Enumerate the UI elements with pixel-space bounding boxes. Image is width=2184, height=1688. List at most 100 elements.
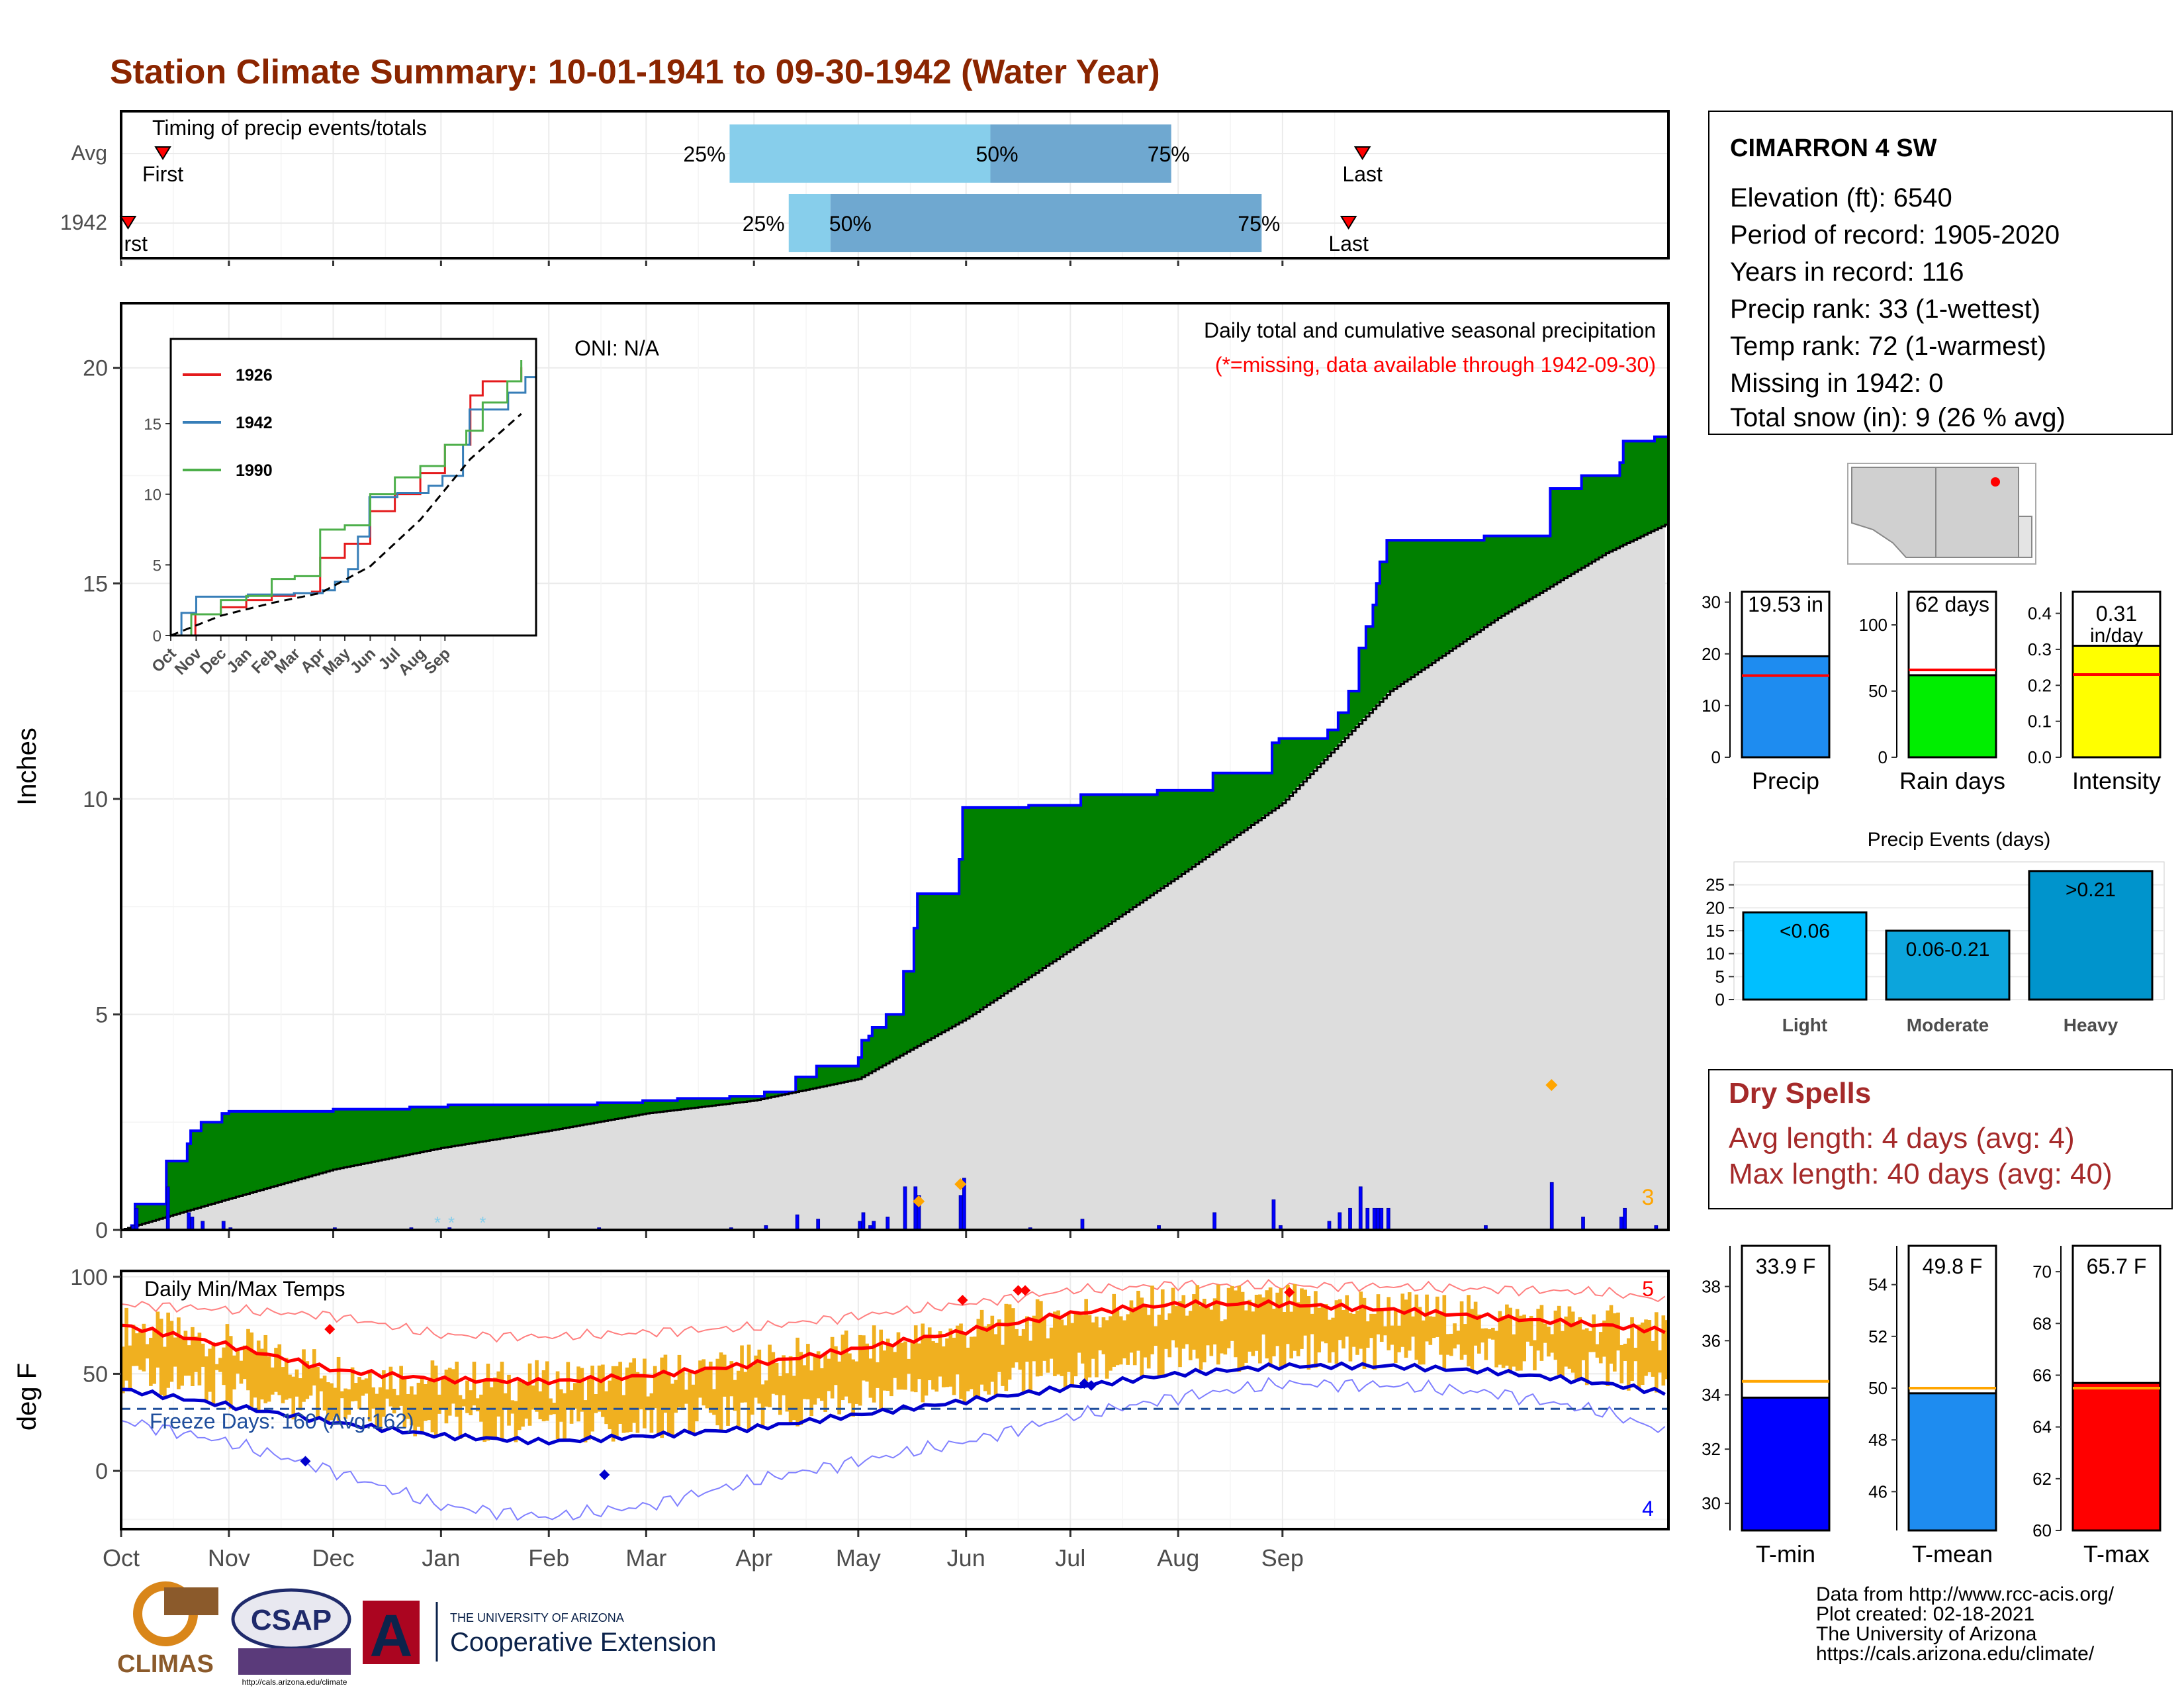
daily-temp-bar bbox=[1515, 1309, 1520, 1371]
above-average-band bbox=[1658, 436, 1662, 528]
above-average-band bbox=[424, 1107, 428, 1152]
above-average-band bbox=[726, 1098, 731, 1104]
above-average-band bbox=[1265, 773, 1269, 814]
above-average-band bbox=[1404, 540, 1408, 680]
dry-spells-title: Dry Spells bbox=[1729, 1077, 1871, 1109]
daily-temp-bar bbox=[1449, 1333, 1453, 1356]
daily-temp-bar bbox=[680, 1370, 685, 1411]
daily-temp-bar bbox=[1487, 1329, 1492, 1339]
temp-y-tick-label: 100 bbox=[70, 1265, 108, 1290]
above-average-band bbox=[715, 1098, 720, 1105]
above-average-band bbox=[326, 1111, 330, 1172]
above-average-band bbox=[563, 1105, 567, 1129]
above-average-band bbox=[889, 1014, 893, 1061]
daily-temp-bar bbox=[316, 1367, 320, 1420]
above-average-band bbox=[848, 1066, 852, 1081]
above-average-band bbox=[1077, 805, 1081, 944]
daily-temp-bar bbox=[343, 1388, 347, 1419]
daily-temp-bar bbox=[295, 1369, 299, 1397]
above-average-band bbox=[1234, 773, 1238, 837]
station-location-marker bbox=[1991, 477, 2000, 487]
daily-temp-bar bbox=[694, 1372, 699, 1422]
above-average-band bbox=[173, 1160, 177, 1215]
daily-temp-bar bbox=[757, 1349, 762, 1404]
daily-temp-bar bbox=[1637, 1325, 1641, 1390]
summary-y-tick-label: 64 bbox=[2032, 1417, 2052, 1437]
daily-precip-bar bbox=[1358, 1186, 1363, 1230]
daily-temp-bar bbox=[1453, 1323, 1457, 1349]
daily-temp-bar bbox=[594, 1394, 598, 1413]
record-low-marker bbox=[1085, 1380, 1097, 1391]
daily-temp-bar bbox=[288, 1374, 292, 1399]
daily-temp-bar bbox=[1286, 1284, 1290, 1344]
above-average-band bbox=[1567, 489, 1572, 575]
above-average-band bbox=[1484, 536, 1488, 626]
above-average-band bbox=[876, 1027, 880, 1068]
daily-temp-bar bbox=[1623, 1343, 1627, 1361]
above-average-band bbox=[1592, 475, 1596, 561]
above-average-band bbox=[1261, 773, 1266, 817]
above-average-band bbox=[611, 1102, 615, 1120]
above-average-band bbox=[816, 1066, 821, 1088]
above-average-band bbox=[796, 1076, 800, 1092]
above-average-band bbox=[527, 1105, 532, 1134]
daily-temp-bar bbox=[1150, 1286, 1154, 1354]
above-average-band bbox=[729, 1096, 734, 1103]
precip-y-tick-label: 10 bbox=[83, 787, 108, 812]
timing-row-avg-label: Avg bbox=[71, 141, 107, 165]
above-average-band bbox=[1626, 441, 1631, 543]
events-bar-moderate bbox=[1885, 929, 2011, 1001]
daily-temp-bar bbox=[159, 1319, 163, 1395]
above-average-band bbox=[830, 1066, 835, 1085]
above-average-band bbox=[451, 1105, 455, 1147]
above-average-band bbox=[1206, 790, 1210, 856]
above-average-band bbox=[740, 1096, 745, 1102]
above-average-band bbox=[1387, 540, 1391, 693]
daily-temp-bar bbox=[959, 1323, 963, 1399]
daily-temp-bar bbox=[1101, 1317, 1106, 1354]
summary-y-tick-label: 70 bbox=[2032, 1262, 2052, 1282]
daily-temp-bar bbox=[1060, 1319, 1064, 1376]
daily-temp-bar bbox=[1112, 1293, 1116, 1367]
daily-precip-bar bbox=[187, 1212, 191, 1230]
daily-temp-bar bbox=[531, 1385, 535, 1410]
above-average-band bbox=[1376, 583, 1381, 704]
month-label: Feb bbox=[528, 1544, 569, 1571]
above-average-band bbox=[771, 1092, 776, 1097]
above-average-band bbox=[517, 1105, 522, 1136]
above-average-band bbox=[312, 1111, 316, 1175]
summary-y-tick-label: 54 bbox=[1868, 1275, 1888, 1295]
above-average-band bbox=[1598, 475, 1603, 557]
events-y-tick-label: 0 bbox=[1715, 990, 1725, 1009]
above-average-band bbox=[555, 1105, 560, 1129]
daily-temp-bar bbox=[475, 1398, 480, 1412]
above-average-band bbox=[399, 1109, 404, 1156]
first-event-marker bbox=[119, 216, 137, 230]
timing-bar-50-75 bbox=[990, 124, 1171, 183]
above-average-band bbox=[1459, 540, 1464, 643]
above-average-band bbox=[1140, 794, 1144, 902]
above-average-band bbox=[1432, 540, 1436, 662]
summary-y-tick-label: 0.2 bbox=[2028, 675, 2052, 695]
daily-temp-bar bbox=[1129, 1300, 1134, 1353]
above-average-band bbox=[1154, 794, 1158, 892]
above-average-band bbox=[1407, 540, 1412, 679]
above-average-band bbox=[1525, 536, 1530, 600]
daily-temp-bar bbox=[854, 1361, 859, 1404]
summary-y-tick-label: 10 bbox=[1702, 696, 1721, 716]
timing-bar-50-75 bbox=[830, 194, 1262, 252]
daily-temp-bar bbox=[427, 1380, 431, 1421]
above-average-band bbox=[1633, 441, 1638, 539]
daily-temp-bar bbox=[670, 1383, 674, 1436]
daily-temp-bar bbox=[1042, 1319, 1046, 1361]
above-average-band bbox=[1007, 807, 1012, 990]
daily-temp-bar bbox=[250, 1332, 254, 1409]
above-average-band bbox=[319, 1111, 324, 1173]
above-average-band bbox=[1136, 794, 1141, 904]
daily-temp-bar bbox=[1351, 1313, 1356, 1347]
daily-temp-bar bbox=[844, 1330, 848, 1397]
daily-temp-bar bbox=[267, 1356, 271, 1402]
events-y-tick-label: 25 bbox=[1706, 875, 1725, 895]
above-average-band bbox=[159, 1203, 163, 1219]
above-average-band bbox=[691, 1098, 696, 1108]
